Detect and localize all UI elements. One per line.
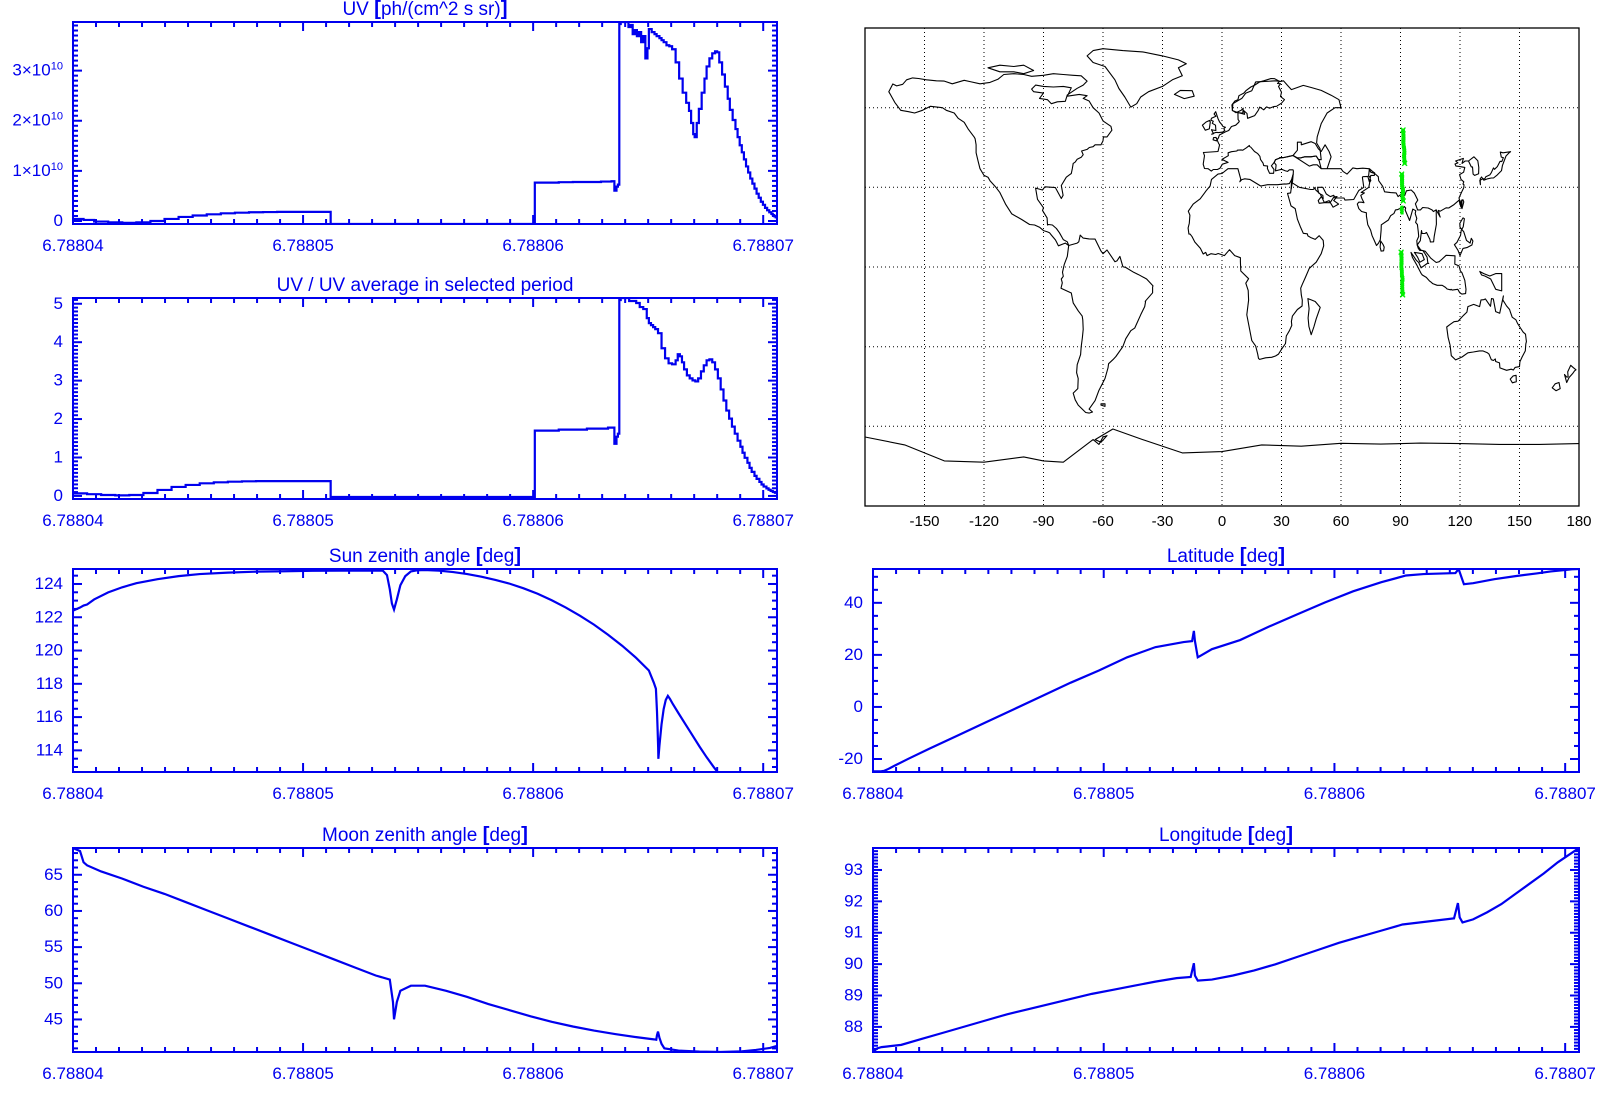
svg-text:30: 30 — [1273, 513, 1290, 530]
svg-text:150: 150 — [1507, 513, 1532, 530]
svg-text:-120: -120 — [969, 513, 999, 530]
svg-text:60: 60 — [1333, 513, 1350, 530]
svg-text:0: 0 — [1218, 513, 1226, 530]
svg-text:-30: -30 — [1152, 513, 1174, 530]
svg-text:-90: -90 — [1033, 513, 1055, 530]
svg-text:90: 90 — [1392, 513, 1409, 530]
svg-text:-150: -150 — [909, 513, 939, 530]
svg-text:-60: -60 — [1092, 513, 1114, 530]
svg-text:120: 120 — [1447, 513, 1472, 530]
svg-text:180: 180 — [1566, 513, 1591, 530]
